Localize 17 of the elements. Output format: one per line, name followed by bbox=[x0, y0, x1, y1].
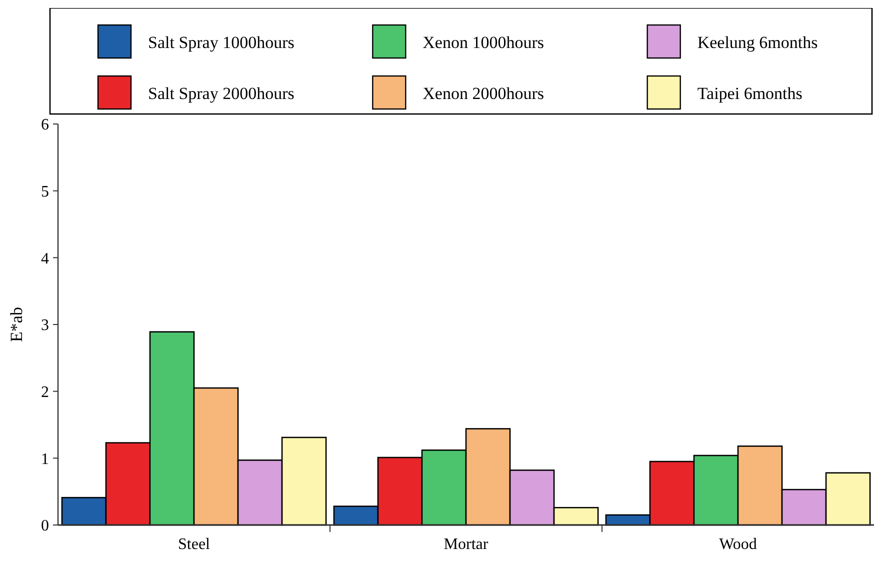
legend-label: Salt Spray 2000hours bbox=[148, 84, 294, 103]
y-tick-label: 1 bbox=[41, 450, 49, 468]
y-tick-label: 0 bbox=[41, 518, 49, 535]
y-tick-label: 4 bbox=[41, 250, 49, 268]
legend-label: Keelung 6months bbox=[697, 32, 818, 52]
y-tick-label: 3 bbox=[41, 317, 49, 334]
legend-label: Salt Spray 1000hours bbox=[148, 32, 294, 52]
y-tick-label: 2 bbox=[41, 384, 49, 401]
x-tick-label: Steel bbox=[178, 536, 211, 553]
y-axis-title: E*ab bbox=[7, 307, 26, 342]
legend-label: Xenon 2000hours bbox=[422, 84, 544, 103]
legend-label: Xenon 1000hours bbox=[422, 32, 544, 52]
y-tick-label: 6 bbox=[41, 116, 49, 134]
x-tick-label: Wood bbox=[719, 536, 757, 553]
y-tick-label: 5 bbox=[41, 183, 49, 200]
x-tick-label: Mortar bbox=[444, 536, 489, 553]
legend-label: Taipei 6months bbox=[697, 84, 802, 103]
